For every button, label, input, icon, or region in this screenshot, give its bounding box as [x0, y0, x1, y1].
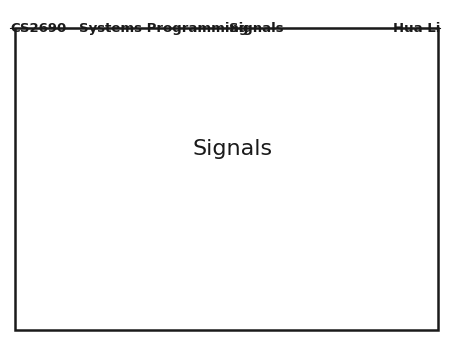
- Text: Signals: Signals: [230, 22, 284, 35]
- Text: Hua Li: Hua Li: [393, 22, 440, 35]
- Text: Systems Programming: Systems Programming: [79, 22, 248, 35]
- Text: CS2690: CS2690: [10, 22, 66, 35]
- Text: Signals: Signals: [193, 139, 273, 159]
